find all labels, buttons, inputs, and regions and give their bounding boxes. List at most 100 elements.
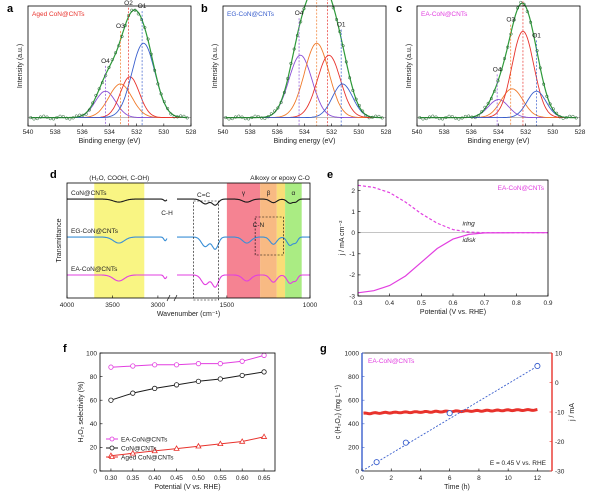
- xps-data-point: [522, 2, 526, 6]
- selectivity-point: [173, 445, 180, 451]
- x-axis-label: Time (h): [444, 484, 470, 491]
- xps-data-point: [542, 82, 546, 86]
- xps-data-point: [437, 117, 441, 121]
- selectivity-line: [110, 371, 265, 401]
- xps-data-point: [243, 117, 247, 121]
- y-tick-label: 2: [351, 188, 355, 195]
- xps-data-point: [162, 100, 166, 104]
- x-tick-label: 0.7: [480, 300, 489, 307]
- x-axis-label: Binding energy (eV): [79, 138, 141, 145]
- ftir-band-3: [276, 183, 286, 298]
- xps-data-point: [71, 116, 75, 120]
- panel-letter-e: e: [327, 169, 333, 181]
- xps-data-point: [42, 114, 46, 118]
- xps-data-point: [348, 76, 352, 80]
- xps-data-point: [100, 81, 104, 85]
- xps-data-point: [444, 115, 448, 120]
- xps-data-point: [361, 109, 365, 113]
- xps-data-point: [233, 115, 238, 119]
- xps-data-point: [571, 114, 575, 118]
- ftir-band-label-2: β: [267, 190, 271, 197]
- x-axis-label: Binding energy (eV): [468, 138, 530, 145]
- xps-data-point: [65, 116, 69, 120]
- selectivity-point: [239, 438, 246, 444]
- xps-data-point: [269, 112, 273, 116]
- selectivity-point: [217, 376, 223, 382]
- legend-marker: [109, 436, 115, 442]
- xps-data-point: [434, 115, 438, 119]
- xps-data-point: [364, 114, 368, 118]
- xps-data-point: [126, 14, 131, 18]
- x-tick-label: 0.50: [192, 475, 205, 482]
- xps-data-point: [140, 18, 144, 22]
- xps-data-point: [480, 110, 484, 114]
- x-tick-label: 0.30: [105, 475, 118, 482]
- x-tick-label: 538: [439, 129, 450, 136]
- xps-title-c: EA-CoN@CNTs: [421, 11, 468, 18]
- x-tick-label: 528: [186, 129, 197, 136]
- ftir-annotation-cn: C-N: [253, 222, 265, 229]
- y-axis-label-right: j / mA: [569, 403, 576, 422]
- xps-data-point: [545, 94, 549, 98]
- xps-data-point: [512, 18, 516, 22]
- legend-label: CoN@CNTs: [121, 445, 157, 452]
- xps-data-point: [130, 8, 134, 12]
- legend-marker: [109, 445, 115, 451]
- x-tick-label: 0.60: [236, 475, 249, 482]
- y-tick-label: 40: [90, 421, 98, 428]
- x-tick-label: 8: [477, 475, 481, 482]
- xps-data-point: [341, 44, 345, 48]
- xps-data-point: [424, 117, 428, 121]
- y-tick-label: 1: [351, 209, 355, 216]
- xps-data-point: [374, 114, 378, 118]
- xps-data-point: [273, 109, 277, 113]
- y-axis-label: Intensity (a.u.): [17, 44, 24, 88]
- concentration-point: [534, 362, 541, 370]
- xps-data-point: [237, 114, 241, 118]
- y-tick-label: 80: [90, 374, 98, 381]
- xps-data-point: [331, 6, 335, 10]
- rrde-label-iring: iring: [463, 220, 476, 227]
- xps-title-a: Aged CoN@CNTs: [32, 11, 85, 18]
- xps-data-point: [418, 116, 422, 120]
- selectivity-point: [173, 382, 180, 388]
- xps-data-point: [502, 57, 507, 61]
- x-tick-label: 12: [534, 475, 542, 482]
- selectivity-point: [239, 358, 245, 364]
- xps-data-point: [519, 0, 523, 4]
- xps-data-point: [149, 52, 153, 56]
- xps-data-point: [179, 114, 183, 118]
- x-tick-label: 1000: [303, 302, 318, 309]
- xps-data-point: [525, 10, 529, 14]
- y-tick-label-right: -10: [555, 409, 565, 416]
- electrolysis-annotation: E = 0.45 V vs. RHE: [490, 460, 547, 467]
- x-tick-label: 0.45: [170, 475, 183, 482]
- axis-break: [168, 182, 176, 299]
- xps-data-point: [146, 37, 150, 41]
- rrde-label-idisk: idisk: [463, 237, 477, 244]
- xps-data-point: [532, 33, 536, 37]
- xps-data-point: [263, 116, 267, 121]
- xps-data-point: [156, 82, 160, 86]
- xps-data-point: [97, 87, 101, 91]
- xps-marker-o4: O4: [493, 66, 502, 73]
- xps-data-point: [467, 114, 471, 118]
- xps-component-o3: [419, 88, 577, 119]
- y-tick-label-left: 0: [355, 468, 359, 475]
- y-tick-label: 20: [90, 445, 98, 452]
- selectivity-line: [110, 354, 265, 368]
- xps-data-point: [450, 115, 454, 119]
- y-tick-label: 60: [90, 398, 98, 405]
- x-tick-label: 538: [50, 129, 61, 136]
- xps-data-point: [454, 116, 458, 120]
- selectivity-point: [260, 433, 268, 439]
- x-tick-label: 1500: [220, 302, 235, 309]
- y-axis-label: Transmittance: [56, 218, 63, 262]
- x-tick-label: 534: [104, 129, 115, 136]
- xps-data-point: [421, 117, 425, 121]
- xps-data-point: [289, 61, 293, 65]
- xps-component-o1: [419, 90, 577, 119]
- legend-marker: [109, 453, 115, 459]
- xps-data-point: [166, 106, 170, 111]
- y-axis-label: Intensity (a.u.): [212, 44, 219, 88]
